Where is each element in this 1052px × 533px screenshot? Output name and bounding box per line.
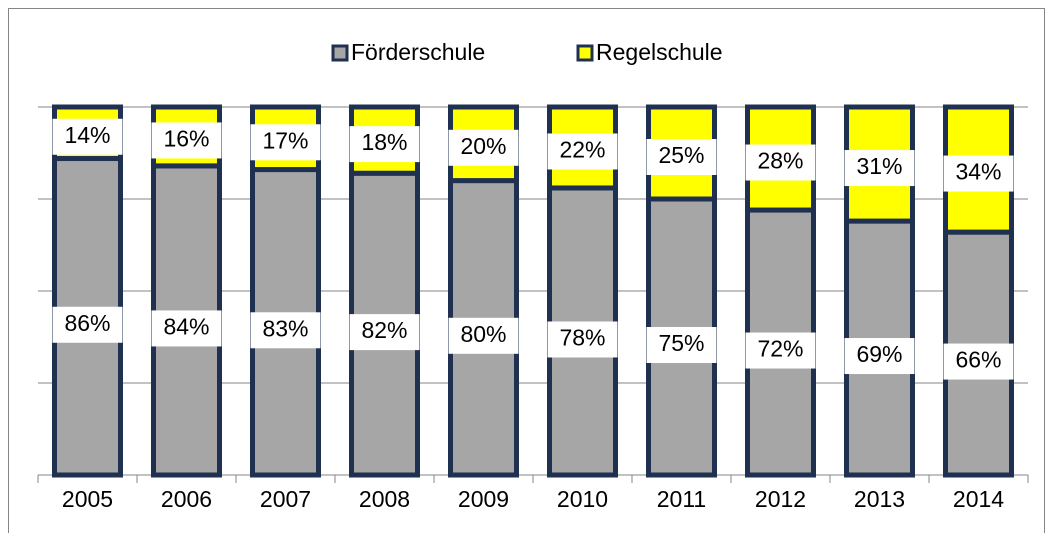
label-background — [52, 118, 123, 155]
label-background — [52, 306, 123, 343]
x-tick-label: 2013 — [854, 486, 905, 512]
x-tick-label: 2005 — [62, 486, 113, 512]
label-background — [250, 312, 321, 349]
x-tick-label: 2008 — [359, 486, 410, 512]
x-tick-label: 2010 — [557, 486, 608, 512]
label-background — [349, 126, 420, 163]
x-tick-label: 2011 — [657, 486, 706, 512]
data-label: 22% — [559, 137, 605, 163]
data-label: 69% — [856, 341, 902, 367]
data-label: 75% — [658, 330, 704, 356]
label-background — [448, 317, 519, 354]
legend-swatch — [331, 44, 349, 62]
data-label: 17% — [262, 127, 308, 153]
label-background — [646, 139, 717, 175]
label-background — [250, 124, 321, 161]
label-background — [943, 343, 1014, 380]
data-label: 14% — [64, 122, 110, 148]
data-label: 31% — [856, 153, 902, 179]
data-label: 82% — [361, 317, 407, 343]
x-tick-label: 2014 — [953, 486, 1004, 512]
data-label: 83% — [262, 315, 308, 341]
x-tick-label: 2007 — [260, 486, 311, 512]
label-background — [844, 338, 915, 375]
data-label: 18% — [361, 129, 407, 155]
label-background — [349, 314, 420, 351]
data-label: 34% — [955, 159, 1001, 185]
data-label: 28% — [757, 148, 803, 174]
data-label: 20% — [460, 133, 506, 159]
data-label: 25% — [658, 142, 704, 168]
label-background — [745, 332, 816, 369]
x-tick-label: 2009 — [458, 486, 509, 512]
data-label: 78% — [559, 325, 605, 351]
x-tick-label: 2006 — [161, 486, 212, 512]
data-label: 86% — [64, 310, 110, 336]
label-background — [844, 150, 915, 187]
data-label: 16% — [163, 126, 209, 152]
data-label: 80% — [460, 321, 506, 347]
label-background — [943, 155, 1014, 192]
label-background — [151, 122, 222, 159]
data-label: 72% — [757, 336, 803, 362]
label-background — [547, 133, 618, 170]
label-background — [547, 321, 618, 358]
legend-swatch — [576, 44, 594, 62]
label-background — [448, 129, 519, 166]
data-label: 84% — [163, 314, 209, 340]
x-tick-label: 2012 — [755, 486, 806, 512]
legend-label: Regelschule — [596, 39, 723, 65]
label-background — [646, 327, 717, 363]
label-background — [745, 144, 816, 181]
label-background — [151, 310, 222, 347]
legend-label: Förderschule — [351, 39, 485, 65]
data-label: 66% — [955, 347, 1001, 373]
